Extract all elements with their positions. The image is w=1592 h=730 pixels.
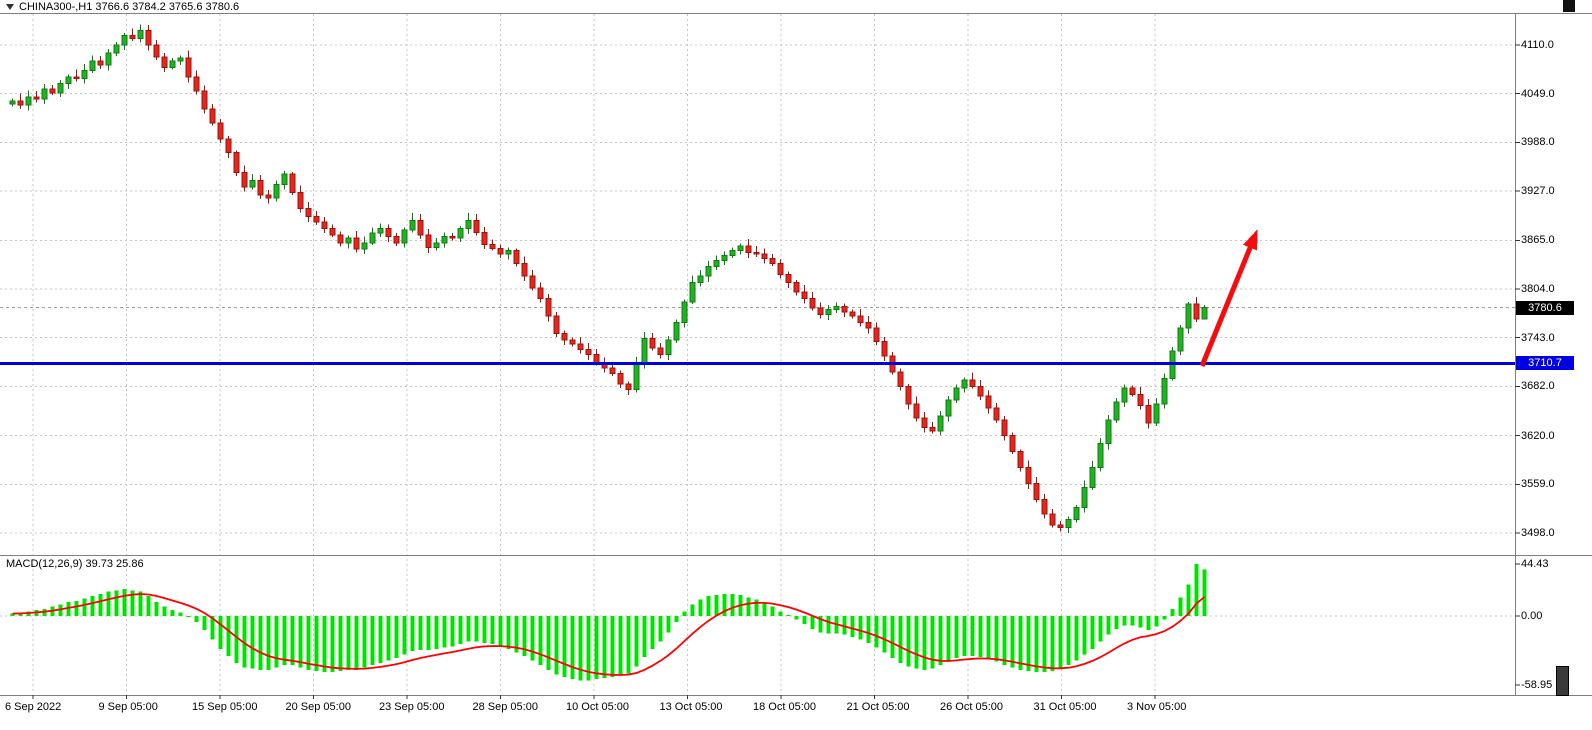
- support-price-tag: 3710.7: [1516, 356, 1574, 371]
- time-tick-label: 31 Oct 05:00: [1033, 701, 1097, 713]
- price-tick-label: 3743.0: [1521, 331, 1555, 344]
- axis-ticks: [32, 44, 1520, 699]
- time-tick-label: 9 Sep 05:00: [98, 701, 158, 713]
- time-tick-label: 20 Sep 05:00: [285, 701, 351, 713]
- price-tick-label: 3559.0: [1521, 478, 1555, 491]
- time-tick-label: 6 Sep 2022: [5, 701, 62, 713]
- pane-dividers: [0, 13, 1592, 696]
- price-tick-label: 4110.0: [1521, 39, 1554, 51]
- macd-tick-label: 0.00: [1521, 610, 1543, 622]
- macd-tick-label: 44.43: [1521, 557, 1549, 570]
- scrollbar-thumb[interactable]: [1556, 666, 1569, 696]
- price-tick-label: 3988.0: [1521, 136, 1555, 149]
- trend-arrow[interactable]: [1199, 229, 1258, 367]
- time-tick-label: 28 Sep 05:00: [472, 701, 538, 713]
- price-tick-label: 4049.0: [1521, 87, 1555, 100]
- time-tick-label: 21 Oct 05:00: [846, 701, 910, 713]
- time-tick-label: 15 Sep 05:00: [192, 701, 258, 713]
- time-tick-label: 13 Oct 05:00: [659, 701, 723, 713]
- macd-tick-label: -58.95: [1521, 678, 1553, 691]
- price-tick-label: 3620.0: [1521, 429, 1555, 442]
- macd-signal-line: [12, 593, 1206, 676]
- price-tick-label: 3927.0: [1521, 184, 1555, 197]
- grid-layer: [0, 14, 1515, 694]
- time-tick-label: 23 Sep 05:00: [379, 701, 445, 713]
- time-tick-label: 10 Oct 05:00: [566, 701, 629, 713]
- macd-histogram: [10, 563, 1207, 681]
- symbol-marker-icon: [6, 4, 14, 10]
- ohlc-legend-text: CHINA300-,H1 3766.6 3784.2 3765.6 3780.6: [19, 1, 240, 13]
- price-tick-label: 3682.0: [1521, 380, 1555, 393]
- time-tick-label: 26 Oct 05:00: [940, 701, 1003, 713]
- price-tick-label: 3498.0: [1521, 527, 1555, 539]
- ohlc-legend: CHINA300-,H1 3766.6 3784.2 3765.6 3780.6: [6, 1, 239, 13]
- price-tick-label: 3865.0: [1521, 234, 1555, 247]
- price-tick-label: 3804.0: [1521, 283, 1555, 295]
- current-price-tag: 3780.6: [1516, 300, 1574, 315]
- macd-indicator-label: MACD(12,26,9) 39.73 25.86: [6, 558, 144, 570]
- candles-layer[interactable]: [9, 24, 1208, 533]
- time-tick-label: 18 Oct 05:00: [753, 701, 816, 713]
- time-tick-label: 3 Nov 05:00: [1127, 701, 1187, 713]
- chart-shift-marker: [1563, 0, 1575, 12]
